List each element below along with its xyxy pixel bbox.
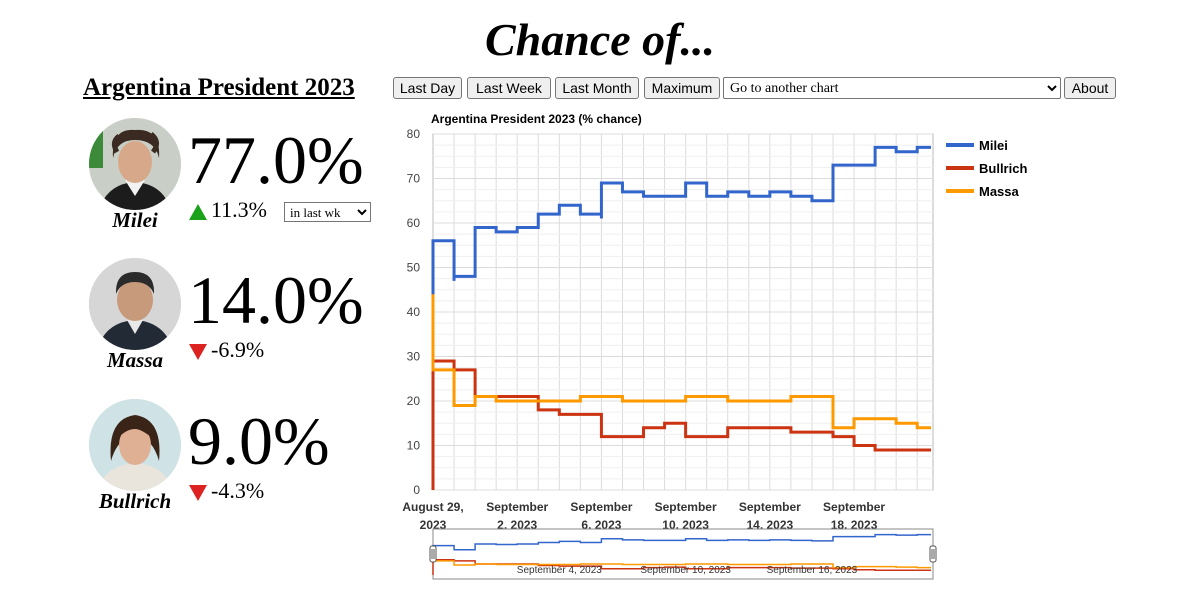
candidate-chance: 14.0% <box>188 262 364 338</box>
y-tick-label: 50 <box>407 261 421 275</box>
change-value: -6.9% <box>211 337 265 362</box>
navigator-handle[interactable] <box>429 545 437 563</box>
chance-line-chart[interactable]: Argentina President 2023 (% chance) 0 10 2… <box>400 104 1040 589</box>
legend-label: Bullrich <box>979 161 1027 176</box>
candidate-change: -6.9% <box>188 337 264 363</box>
candidate-name: Massa <box>106 348 164 372</box>
navigator-date-label: September 4, 2023 <box>517 565 602 576</box>
period-select[interactable]: in last wk <box>284 202 371 222</box>
y-tick-label: 30 <box>407 350 421 364</box>
arrow-up-icon <box>189 203 207 220</box>
arrow-down-icon <box>189 484 207 501</box>
candidate-change: 11.3% <box>188 197 267 223</box>
x-tick-label: September <box>570 500 632 514</box>
change-value: -4.3% <box>211 478 265 503</box>
candidate-name: Bullrich <box>98 489 172 513</box>
candidate-change: -4.3% <box>188 478 264 504</box>
series-line-massa <box>431 294 931 430</box>
last-week-button[interactable]: Last Week <box>467 77 551 99</box>
navigator-date-label: September 10, 2023 <box>640 565 731 576</box>
y-tick-label: 80 <box>407 127 421 141</box>
series-line-bullrich <box>431 359 931 490</box>
site-title: Chance of... <box>485 14 715 65</box>
legend-label: Massa <box>979 184 1020 199</box>
y-tick-label: 20 <box>407 394 421 408</box>
series-line-milei <box>431 145 931 304</box>
bullrich-photo <box>89 399 181 491</box>
x-tick-label: August 29, <box>402 500 463 514</box>
chart-select[interactable]: Go to another chart <box>723 77 1061 99</box>
navigator-line-milei <box>432 533 931 553</box>
about-button[interactable]: About <box>1064 77 1116 99</box>
y-tick-label: 60 <box>407 216 421 230</box>
candidate-bullrich: Bullrich 9.0% -4.3% <box>85 399 385 529</box>
milei-photo <box>89 118 181 210</box>
legend-label: Milei <box>979 138 1008 153</box>
maximum-button[interactable]: Maximum <box>644 77 720 99</box>
last-day-button[interactable]: Last Day <box>393 77 462 99</box>
arrow-down-icon <box>189 343 207 360</box>
navigator-line-massa <box>432 551 931 569</box>
candidate-name: Milei <box>112 208 158 232</box>
change-value: 11.3% <box>211 197 268 222</box>
massa-photo <box>89 258 181 350</box>
y-tick-label: 40 <box>407 305 421 319</box>
y-tick-label: 70 <box>407 172 421 186</box>
candidate-chance: 9.0% <box>188 403 330 479</box>
x-tick-label: September <box>823 500 885 514</box>
y-tick-label: 0 <box>413 483 420 497</box>
x-tick-label: September <box>486 500 548 514</box>
x-tick-label: September <box>739 500 801 514</box>
candidate-massa: Massa 14.0% -6.9% <box>85 258 385 388</box>
candidate-chance: 77.0% <box>188 122 364 198</box>
candidate-milei: Milei 77.0% 11.3% in last wk <box>85 118 385 248</box>
last-month-button[interactable]: Last Month <box>555 77 639 99</box>
page-title[interactable]: Argentina President 2023 <box>83 74 355 101</box>
x-tick-label: September <box>655 500 717 514</box>
chart-title: Argentina President 2023 (% chance) <box>431 112 642 126</box>
navigator-handle[interactable] <box>929 545 937 563</box>
navigator-date-label: September 16, 2023 <box>767 565 858 576</box>
y-tick-label: 10 <box>407 439 421 453</box>
